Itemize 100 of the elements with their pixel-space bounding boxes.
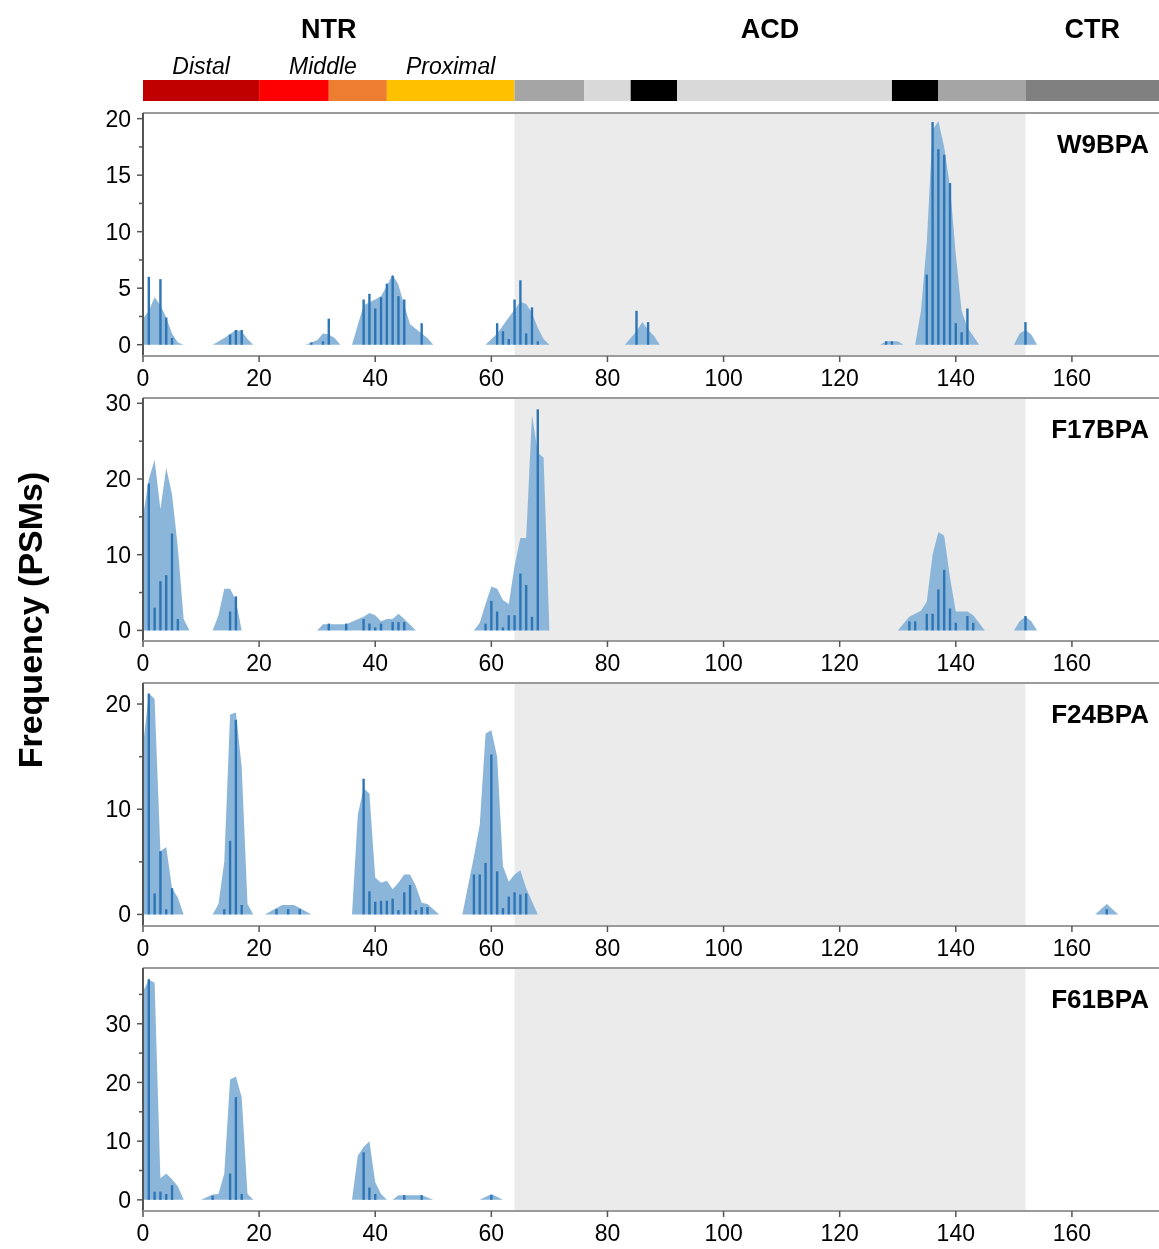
x-tick-label: 80 [594, 365, 621, 391]
x-tick-label: 160 [1052, 365, 1092, 391]
y-tick-label: 20 [105, 1069, 131, 1096]
bar [368, 1187, 371, 1200]
y-tick-label: 10 [105, 218, 131, 245]
bar [937, 149, 940, 345]
y-tick-label: 0 [118, 1186, 131, 1213]
bar [960, 332, 963, 345]
bar [966, 616, 969, 631]
bar [890, 341, 894, 345]
text: NTR [301, 14, 357, 44]
bar [368, 623, 371, 631]
text: F17BPA [1051, 414, 1150, 444]
text: Middle [289, 53, 357, 79]
bar [240, 1193, 243, 1200]
x-tick-label: 20 [246, 1220, 272, 1246]
bar [484, 623, 487, 631]
x-tick-label: 120 [820, 1220, 859, 1246]
bar [159, 851, 162, 915]
bar [519, 573, 522, 631]
y-tick-label: 30 [105, 1010, 131, 1037]
x-tick-label: 0 [136, 650, 150, 676]
bar [536, 341, 539, 345]
x-tick-label: 0 [136, 1220, 150, 1246]
bar [275, 909, 278, 915]
bar [397, 622, 400, 631]
bar [240, 904, 243, 915]
x-tick-label: 40 [362, 935, 389, 961]
bar [240, 330, 243, 345]
bar [490, 1195, 493, 1200]
bar [908, 621, 911, 631]
bar [931, 122, 934, 345]
y-tick-label: 10 [105, 1128, 131, 1155]
bar [391, 898, 394, 915]
y-tick-label: 10 [105, 541, 131, 568]
bar [484, 862, 487, 915]
x-tick-label: 20 [246, 650, 272, 676]
y-axis-title: Frequency (PSMs) [11, 471, 49, 769]
text: W9BPA [1057, 129, 1150, 159]
x-tick-label: 80 [594, 1220, 621, 1246]
bar [513, 892, 516, 915]
bar [211, 1195, 214, 1200]
x-tick-label: 40 [362, 1220, 389, 1246]
x-tick-label: 0 [136, 935, 150, 961]
x-tick-label: 160 [1052, 650, 1092, 676]
y-tick-label: 20 [105, 691, 131, 718]
x-tick-label: 80 [594, 935, 621, 961]
bar [153, 1191, 156, 1200]
bar [362, 299, 365, 345]
bar [490, 600, 493, 631]
y-tick-label: 30 [105, 390, 131, 417]
x-tick-label: 100 [704, 1220, 743, 1246]
x-tick-label: 60 [478, 1220, 505, 1246]
y-tick-label: 10 [105, 796, 131, 823]
x-tick-label: 140 [936, 650, 975, 676]
bar [519, 894, 522, 915]
bar [403, 1195, 406, 1200]
bar [391, 622, 394, 631]
y-tick-label: 20 [105, 105, 131, 132]
x-tick-label: 100 [704, 935, 743, 961]
bar [153, 893, 156, 915]
x-tick-label: 160 [1052, 935, 1092, 961]
x-tick-label: 140 [936, 1220, 975, 1246]
bar [362, 1152, 365, 1200]
bar [159, 279, 162, 345]
x-tick-label: 140 [936, 365, 975, 391]
x-tick-label: 140 [936, 935, 975, 961]
y-tick-label: 0 [118, 331, 131, 358]
x-tick-label: 120 [820, 650, 859, 676]
bar [1024, 322, 1027, 345]
bar [368, 891, 371, 915]
bar [362, 778, 365, 915]
x-tick-label: 120 [820, 935, 859, 961]
text: Proximal [405, 53, 497, 79]
bar [420, 907, 423, 915]
bar [426, 907, 429, 915]
bar [391, 275, 394, 345]
bar [635, 310, 638, 345]
bar [420, 323, 423, 345]
x-tick-label: 100 [704, 650, 743, 676]
x-tick-label: 120 [820, 365, 859, 391]
bar [321, 341, 325, 345]
bar [397, 296, 400, 345]
x-tick-label: 60 [478, 935, 505, 961]
x-tick-label: 60 [478, 650, 505, 676]
bar [513, 615, 516, 631]
text: Distal [172, 53, 231, 79]
x-tick-label: 0 [136, 365, 150, 391]
bar [966, 308, 969, 345]
bar [490, 754, 493, 915]
x-tick-label: 160 [1052, 1220, 1092, 1246]
bar [310, 342, 313, 345]
y-tick-label: 5 [118, 275, 131, 302]
text: CTR [1064, 14, 1120, 44]
bar [362, 619, 365, 631]
x-tick-label: 20 [246, 365, 272, 391]
x-tick-label: 20 [246, 935, 272, 961]
y-tick-label: 20 [105, 466, 131, 493]
bar [368, 293, 371, 345]
y-tick-label: 15 [105, 162, 131, 189]
